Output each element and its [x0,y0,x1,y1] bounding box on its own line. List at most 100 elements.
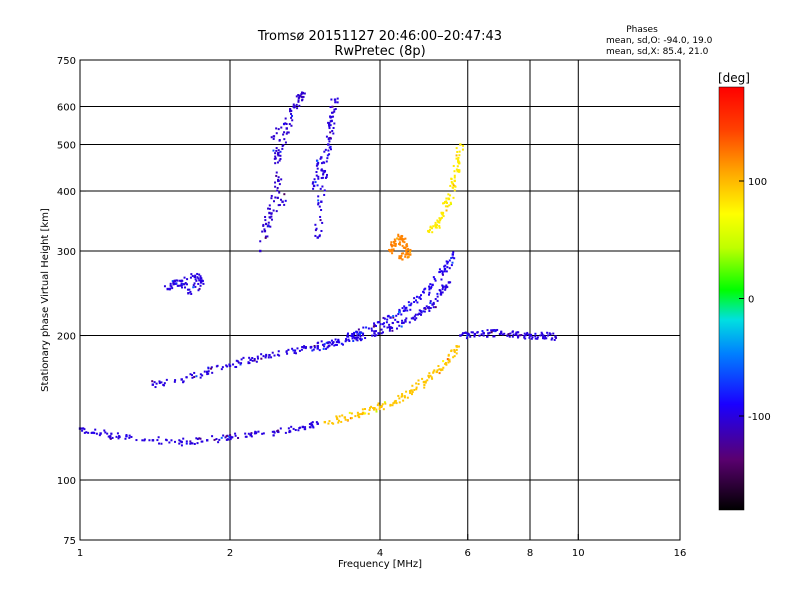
data-point [229,438,232,441]
data-point [292,349,295,352]
data-point [185,440,188,443]
data-point [357,333,360,336]
data-point [351,337,354,340]
data-point [437,365,440,368]
data-point [185,376,188,379]
data-point [381,331,384,334]
data-point [179,440,182,443]
data-point [125,435,128,438]
data-point [317,203,320,206]
data-point [375,408,378,411]
data-point [552,332,555,335]
x-axis-label: Frequency [MHz] [338,559,422,570]
data-point [193,442,196,445]
data-point [286,352,289,355]
data-point [267,221,270,224]
data-point [390,241,393,244]
data-point [328,125,331,128]
data-point [408,304,411,307]
data-point [323,420,327,424]
data-point [321,176,324,179]
data-point [330,119,333,123]
data-point [447,197,450,200]
data-point [449,184,452,187]
data-point [345,339,348,342]
data-point [316,345,319,348]
data-point [194,285,197,288]
data-point [408,390,411,393]
data-point [444,362,447,365]
data-point [304,426,307,429]
data-point [198,437,201,440]
data-point [428,231,431,234]
data-point [398,401,401,404]
data-point [337,339,340,343]
data-point [290,425,293,428]
data-point [523,332,526,335]
data-point [440,293,443,296]
data-point [430,285,433,288]
data-point [277,350,280,353]
data-point [457,156,460,159]
data-point [429,225,432,228]
data-point [452,184,455,187]
x-tick-label: 1 [77,548,83,559]
data-point [440,212,443,215]
data-point [199,376,202,379]
data-point [264,235,267,238]
data-point [427,376,430,379]
data-point [400,234,403,237]
data-point [443,270,446,273]
data-point [398,241,401,244]
data-point [520,334,523,337]
data-point [178,442,181,445]
data-point [276,196,279,199]
data-point [328,341,331,344]
data-point [438,268,441,271]
data-point [314,223,317,226]
data-point [283,131,286,134]
data-point [404,320,407,323]
data-point [410,389,413,392]
data-point [455,348,458,351]
data-point [255,360,258,363]
data-point [82,427,85,430]
data-point [446,266,449,269]
y-tick-label: 600 [57,103,76,114]
data-point [415,386,418,389]
data-point [429,287,432,290]
data-point [338,415,341,418]
data-point [155,382,158,385]
data-point [406,248,409,251]
data-point [287,131,290,134]
data-point [409,248,412,251]
data-point [318,235,321,238]
data-point [399,256,402,260]
data-point [335,415,338,418]
data-point [211,435,214,438]
data-point [397,235,400,238]
data-point [534,332,537,335]
data-point [117,437,120,440]
data-point [413,388,416,391]
data-point [372,408,375,411]
data-point [317,195,320,198]
data-point [488,331,491,334]
data-point [229,435,232,438]
data-point [465,337,468,340]
data-point [106,432,109,435]
data-point [397,313,400,316]
data-point [279,198,282,201]
data-point [312,181,315,184]
data-point [453,350,456,353]
data-point [278,183,281,186]
data-point [312,348,315,351]
data-point [428,287,431,290]
data-point [443,265,446,268]
data-point [530,333,533,336]
data-point [394,244,397,247]
data-point [525,332,528,335]
data-point [428,228,431,231]
data-point [278,139,281,142]
data-point [453,355,456,358]
